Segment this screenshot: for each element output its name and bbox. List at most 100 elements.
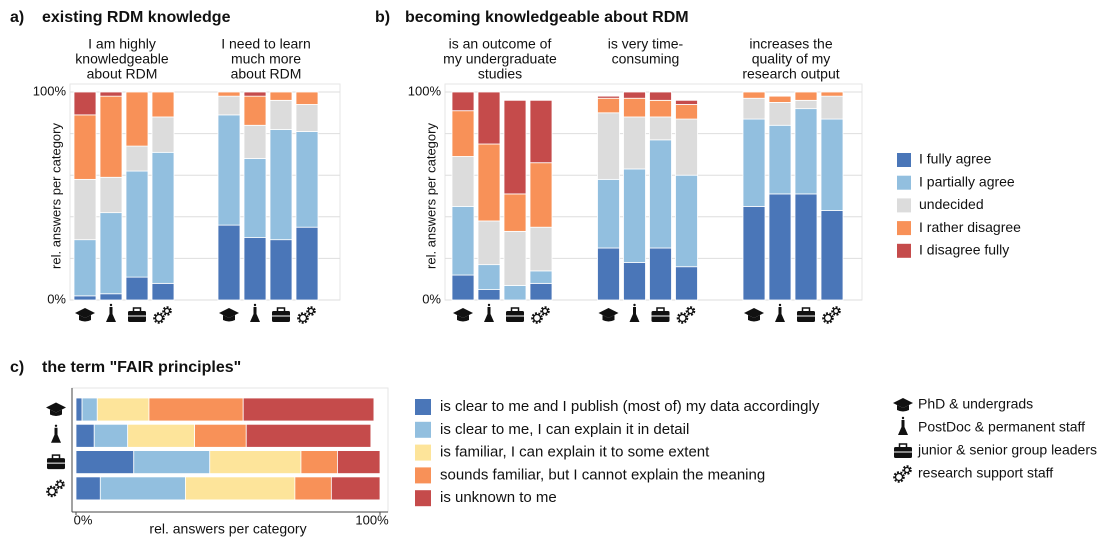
icon-cap [75,308,95,318]
group-icon [51,424,61,443]
icon-gear [531,312,543,324]
group-icon [47,454,65,470]
icon-cap [50,409,62,416]
bar-segment [820,91,844,97]
statement: I am highly [88,36,156,52]
legend-swatch [415,421,431,438]
bar-segment [477,264,501,291]
icon-flask [51,427,61,443]
icon-gear [47,487,57,496]
bar-segment [477,289,501,301]
bar-segment [81,397,98,422]
bar-segment [73,91,97,116]
bar-segment [243,91,267,97]
bar-segment [73,239,97,297]
icon-flask [106,307,116,322]
group-icon [651,307,670,322]
icon-gear [154,313,164,323]
bar-segment [794,108,818,195]
group-icon [128,307,146,322]
bar-segment [295,104,319,132]
bar-segment [649,99,672,118]
bar-segment [217,224,241,301]
bar-segment [649,116,672,141]
y-tick-label: 100% [33,83,67,98]
group-icon [46,479,65,498]
group-icon [898,416,908,435]
group-icon [797,307,815,322]
bar-segment [125,91,149,147]
statement: quality of my [752,51,831,67]
icon-flask [109,303,113,307]
bar-segment [209,450,302,475]
bar-segment [133,450,211,475]
bar-segment [127,423,195,448]
bar-segment [529,270,553,284]
icon-gear [297,312,309,324]
bar-segment [217,91,241,97]
bar-segment [820,118,844,211]
bar-segment [794,91,818,101]
bar-segment [73,295,97,301]
group-icon [219,308,239,322]
bar-segment [125,170,149,278]
statement: about RDM [231,66,302,82]
bar-segment [295,226,319,301]
bar-segment [451,91,475,112]
bar-segment [151,116,175,153]
bar-segment [269,129,293,241]
legend-label: is clear to me and I publish (most of) m… [440,398,820,415]
group-icon [297,306,316,324]
icon-cap [893,398,913,408]
legend-label: is unknown to me [440,489,557,506]
statement: is very time- [608,36,684,52]
icon-gear [902,465,912,475]
bar-segment [75,476,101,501]
bar-segment [503,230,527,286]
legend-swatch [415,490,431,507]
bar-segment [245,423,372,448]
bar-segment [99,476,186,501]
legend-label: junior & senior group leaders [917,442,1097,458]
icon-flask [633,303,636,307]
bar-segment [477,91,501,145]
bar-segment [742,118,766,207]
bar-segment [75,423,95,448]
statement: much more [231,51,301,67]
bar-segment [217,95,241,116]
legend-label: I partially agree [919,173,1015,189]
bar-segment [451,156,475,207]
group-icon [598,308,619,322]
legend-swatch [897,243,911,258]
bar-segment [99,212,123,295]
legend-swatch [897,221,911,236]
icon-cap [453,308,473,318]
bar-segment [623,262,646,301]
bar-segment [503,99,527,195]
statement: increases the [749,36,832,52]
bar-segment [243,95,267,126]
bar-segment [337,450,381,475]
icon-gear [831,306,841,316]
icon-gear [823,313,833,323]
bar-segment [151,151,175,284]
legend-label: PostDoc & permanent staff [918,419,1085,435]
legend-label: research support staff [918,465,1053,481]
icon-gear [687,307,694,315]
legend-label: I disagree fully [919,242,1009,258]
bar-segment [597,247,620,301]
statement: about RDM [87,66,158,82]
bar-segment [477,143,501,222]
icon-flask [629,307,640,322]
icon-case [656,307,665,313]
legend-label: is familiar, I can explain it to some ex… [440,444,710,461]
x-tick-label: 100% [355,512,389,527]
panel-title: the term "FAIR principles" [42,359,241,376]
bar-segment [623,97,646,118]
icon-gear [306,306,316,316]
bar-segment [73,114,97,180]
bar-segment [151,91,175,118]
bar-segment [768,102,792,126]
bar-segment [768,193,792,301]
legend-swatch [415,467,431,484]
